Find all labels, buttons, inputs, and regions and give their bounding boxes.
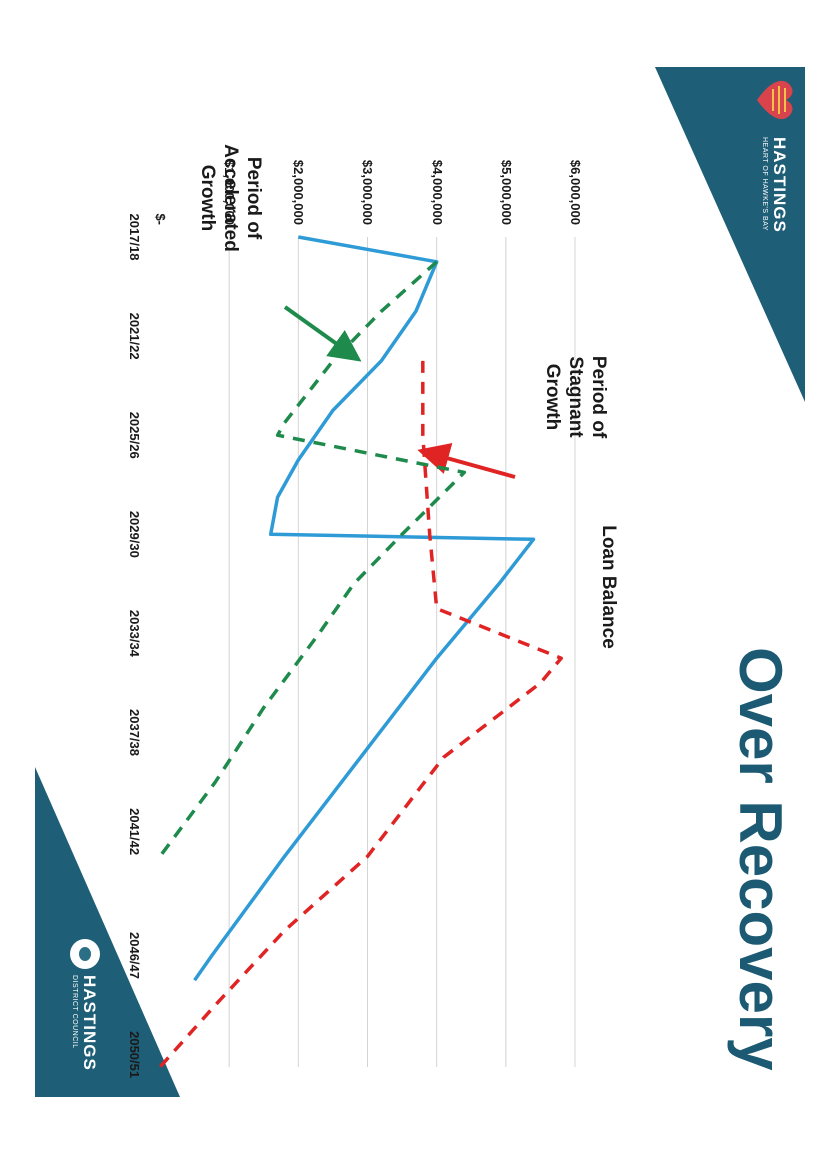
gridlines <box>228 237 576 1067</box>
stagnant-growth-arrow <box>417 443 516 479</box>
x-tick-label: 2050/51 <box>127 1031 142 1079</box>
y-tick-label: $2,000,000 <box>291 159 307 225</box>
x-tick-label: 2021/22 <box>127 312 142 360</box>
x-tick-label: 2046/47 <box>127 932 142 979</box>
logo-top-tagline: HEART OF HAWKE'S BAY <box>761 137 768 231</box>
x-tick-label: 2029/30 <box>127 510 142 558</box>
hastings-logo-top: HASTINGS HEART OF HAWKE'S BAY <box>651 75 801 235</box>
series-line-1 <box>193 235 536 982</box>
hastings-emblem-icon <box>70 939 100 969</box>
y-tick-label: $4,000,000 <box>429 159 445 225</box>
series-layer <box>158 235 563 1069</box>
slide-title: Over Recovery <box>727 647 794 1071</box>
y-tick-label: $- <box>153 213 168 225</box>
series-line-3 <box>158 360 563 1069</box>
x-tick-label: 2037/38 <box>127 709 142 757</box>
footer-band <box>35 767 180 1097</box>
x-tick-label: 2025/26 <box>127 411 142 459</box>
logo-bottom-tagline: DISTRICT COUNCIL <box>71 975 78 1049</box>
slide: Over Recovery HASTINGS HEART OF HAWKE'S … <box>35 67 805 1097</box>
series-line-2 <box>158 260 467 858</box>
x-tick-label: 2017/18 <box>127 213 142 261</box>
hastings-heart-icon <box>757 80 793 120</box>
y-tick-label: $3,000,000 <box>360 159 376 225</box>
y-tick-label: $1,000,000 <box>222 159 238 225</box>
y-tick-label: $5,000,000 <box>498 159 514 225</box>
x-tick-label: 2041/42 <box>127 808 142 856</box>
header-band <box>655 67 805 402</box>
logo-bottom-name: HASTINGS <box>80 975 99 1071</box>
y-tick-label: $6,000,000 <box>568 159 583 225</box>
annotation-loan-balance: Loan Balance <box>598 525 619 649</box>
chart-canvas <box>35 67 805 1097</box>
x-tick-label: 2033/34 <box>127 609 142 657</box>
annotation-stagnant-growth: Period of Stagnant Growth <box>542 355 609 439</box>
logo-top-name: HASTINGS <box>770 137 789 233</box>
